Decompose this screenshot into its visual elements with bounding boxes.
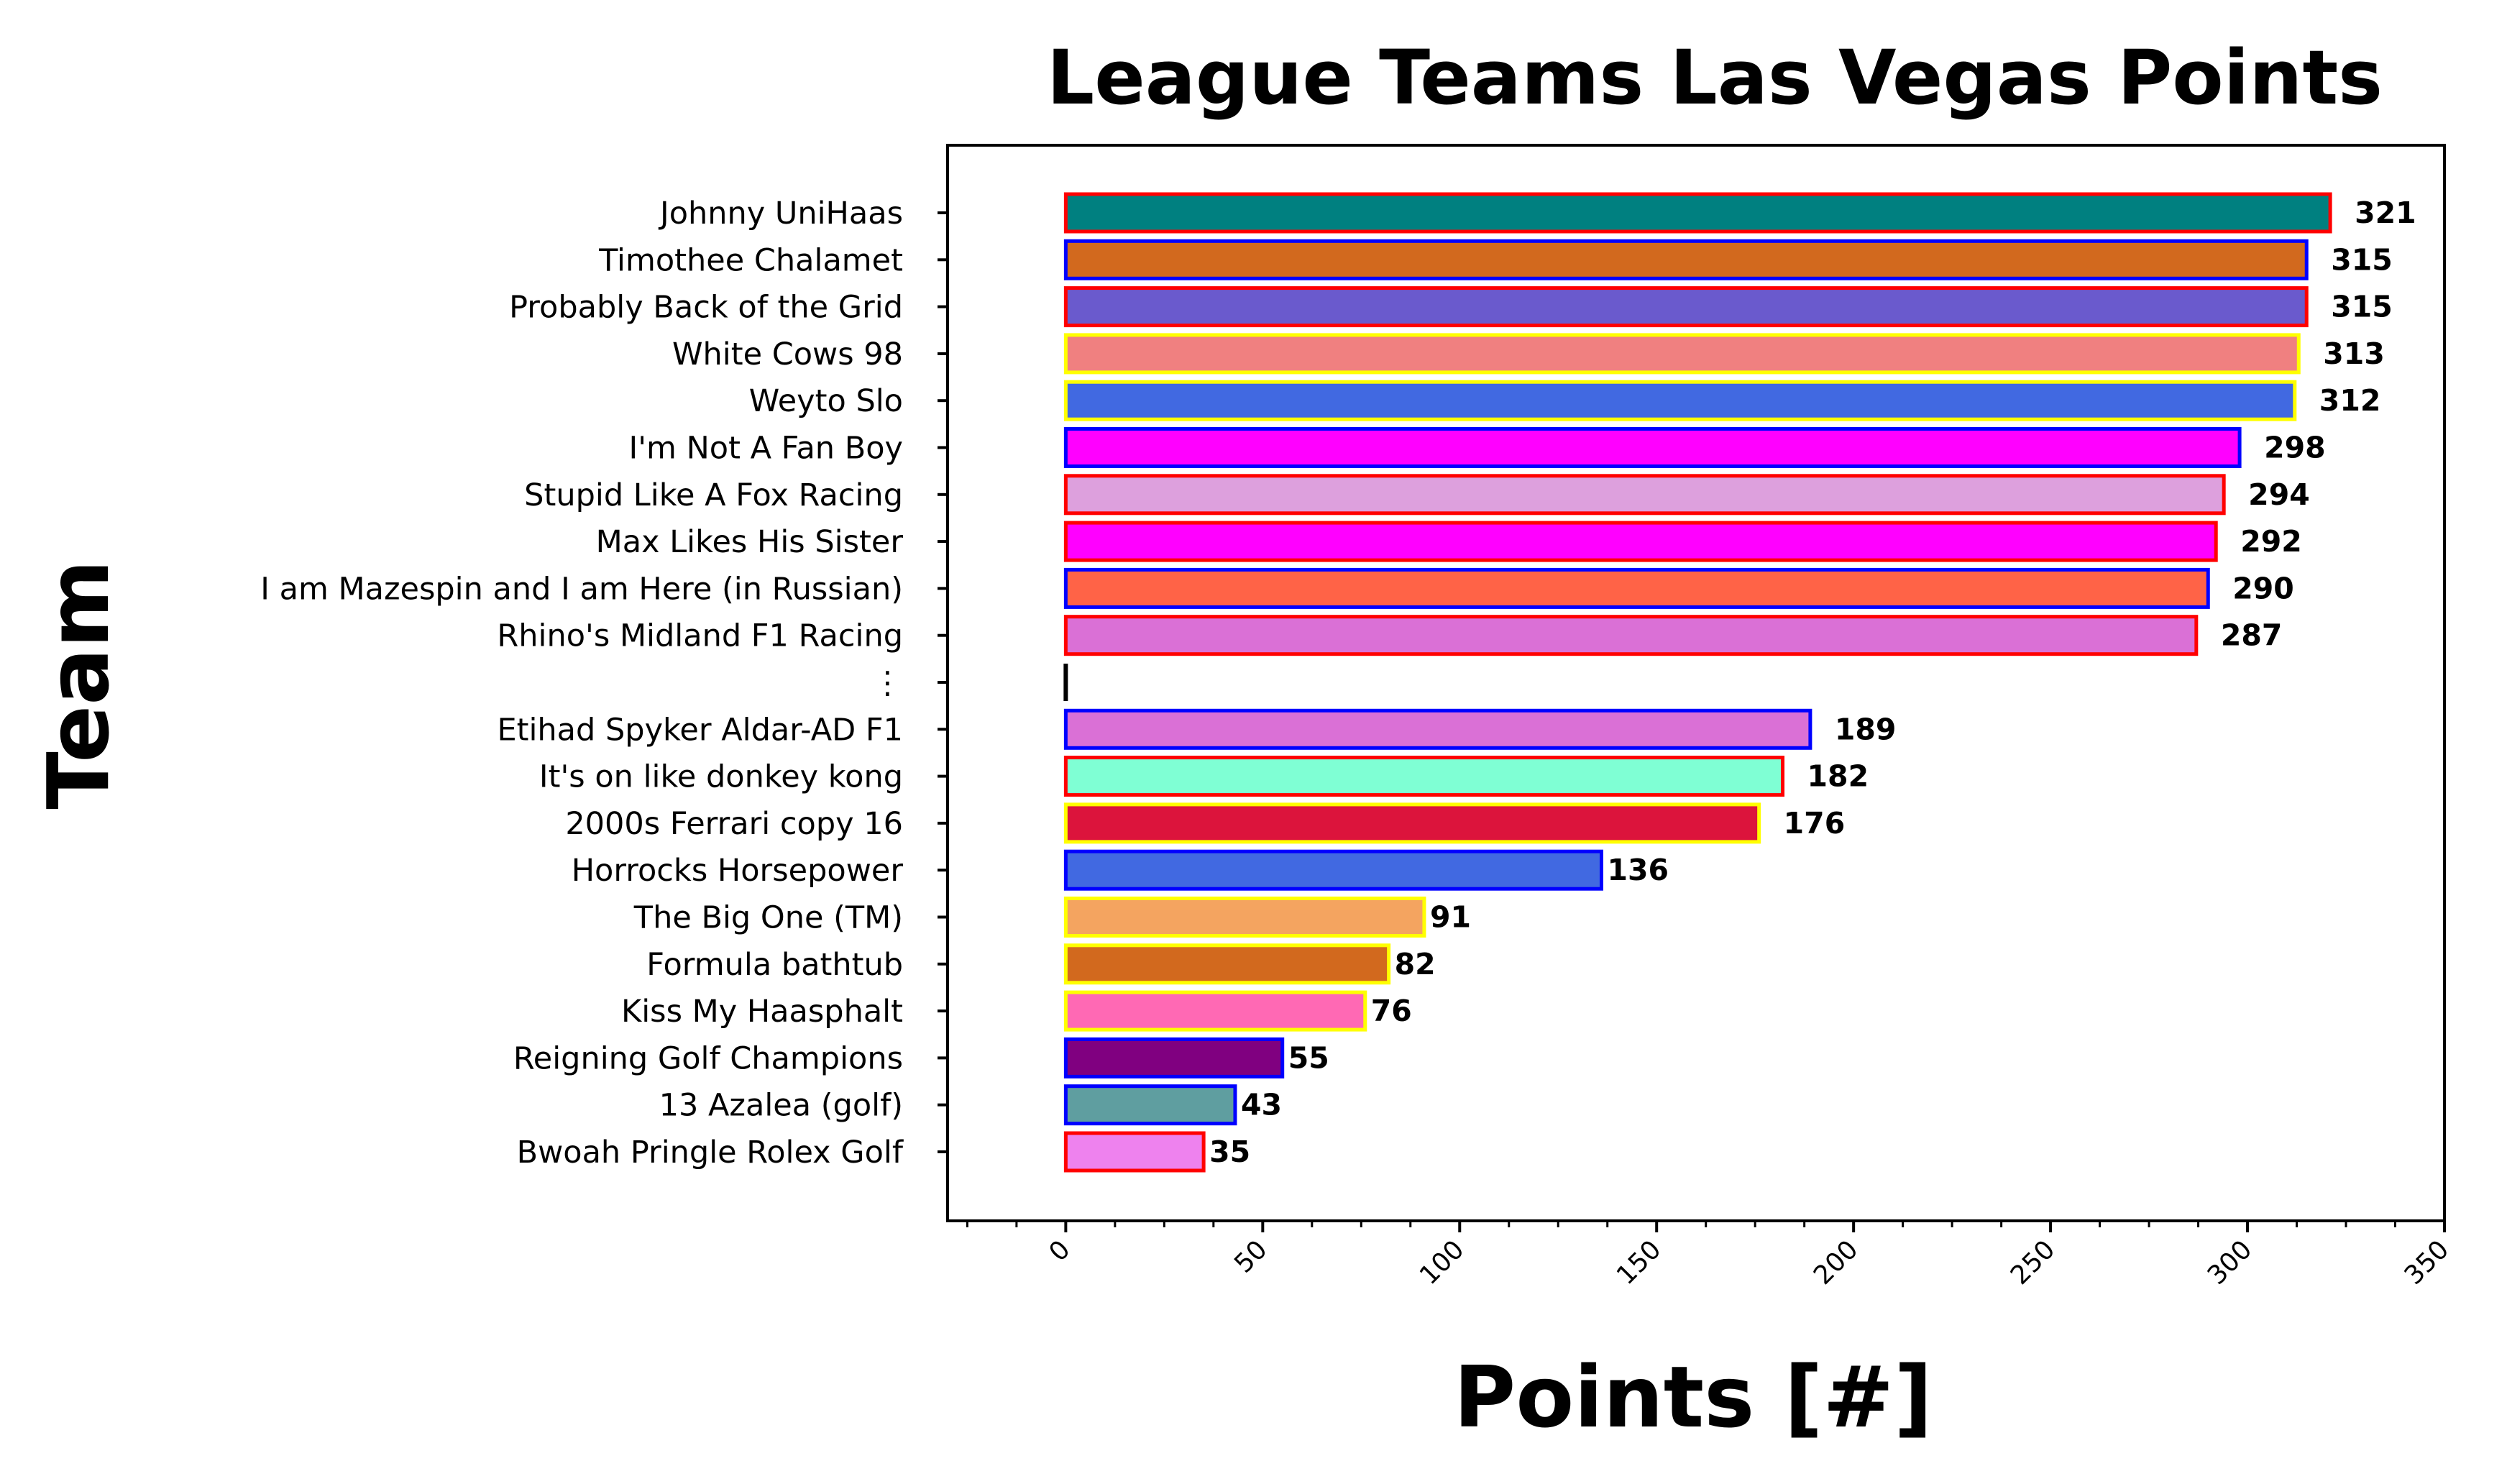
bar-value-label: 287	[2221, 618, 2283, 653]
x-tick-label: 300	[2202, 1235, 2258, 1291]
x-tick-label: 0	[1044, 1235, 1076, 1267]
y-tick-label: Timothee Chalamet	[598, 242, 903, 278]
bar-value-label: 55	[1288, 1040, 1329, 1075]
bar	[1063, 1131, 1206, 1173]
y-tick-label: Kiss My Haasphalt	[621, 994, 903, 1030]
bar	[1063, 1084, 1237, 1126]
bar-value-label: 176	[1784, 806, 1846, 841]
bar	[1063, 802, 1761, 844]
y-tick-label: 2000s Ferrari copy 16	[565, 806, 903, 842]
y-tick-label: Weyto Slo	[749, 383, 903, 419]
bar	[1063, 943, 1391, 985]
bar	[1063, 427, 2242, 468]
y-tick-label: White Cows 98	[672, 336, 903, 372]
bar	[1063, 1037, 1285, 1078]
bar-value-label: 76	[1371, 994, 1412, 1028]
bar-value-label: 312	[2319, 383, 2381, 418]
bar-value-label: 189	[1835, 712, 1897, 746]
bars-group: 321 315 315 313 312 298 294 292 290 287 189 182 176 1…	[1063, 192, 2416, 1173]
bar	[1063, 286, 2309, 328]
bar-value-label: 292	[2240, 524, 2302, 559]
bar-value-label: 315	[2331, 242, 2393, 277]
bar-value-label: 35	[1209, 1135, 1250, 1169]
y-ticks-group: Johnny UniHaas Timothee Chalamet Probably …	[260, 196, 948, 1171]
x-ticks-group: 0 50 100 150 200 250 300 350	[966, 1221, 2455, 1291]
y-tick-label: Horrocks Horsepower	[572, 853, 904, 889]
y-tick-label: Bwoah Pringle Rolex Golf	[517, 1135, 904, 1171]
bar	[1063, 521, 2218, 562]
x-tick-label: 50	[1229, 1235, 1273, 1278]
bar-value-label: 43	[1241, 1088, 1282, 1122]
x-tick-label: 150	[1611, 1235, 1667, 1291]
bar-value-label: 290	[2232, 571, 2294, 605]
y-tick-label: Johnny UniHaas	[658, 196, 903, 232]
y-tick-label: 13 Azalea (golf)	[659, 1088, 903, 1124]
bar	[1063, 474, 2226, 516]
y-tick-label: Max Likes His Sister	[596, 524, 904, 560]
bar-value-label: 315	[2331, 290, 2393, 324]
y-tick-label: Stupid Like A Fox Racing	[524, 477, 903, 513]
y-tick-label: The Big One (TM)	[633, 900, 903, 936]
bar	[1063, 380, 2297, 421]
y-tick-label: I am Mazespin and I am Here (in Russian)	[260, 571, 903, 607]
bar-value-label: 82	[1395, 947, 1436, 981]
bar	[1063, 708, 1812, 750]
bar	[1063, 990, 1367, 1032]
bar-value-label: 182	[1807, 759, 1869, 794]
bar	[1063, 567, 2210, 609]
bar	[1063, 192, 2332, 234]
x-tick-label: 250	[2005, 1235, 2061, 1291]
bar	[1063, 239, 2309, 280]
x-tick-label: 350	[2399, 1235, 2455, 1291]
x-tick-label: 200	[1808, 1235, 1864, 1291]
bar-value-label: 136	[1608, 853, 1669, 887]
bar-value-label: 321	[2355, 196, 2416, 230]
y-tick-label: Etihad Spyker Aldar-AD F1	[497, 712, 903, 748]
bar-value-label: 313	[2323, 336, 2385, 371]
bar	[1063, 849, 1604, 891]
bar-value-label: 294	[2248, 477, 2310, 512]
y-tick-label: I'm Not A Fan Boy	[629, 431, 903, 467]
bar	[1063, 897, 1426, 938]
chart-title: League Teams Las Vegas Points	[1047, 34, 2383, 122]
bar	[1063, 333, 2301, 375]
y-tick-label: Formula bathtub	[646, 947, 903, 983]
y-axis-label: Team	[29, 559, 128, 809]
x-tick-label: 100	[1414, 1235, 1470, 1291]
y-tick-label: It's on like donkey kong	[539, 759, 903, 795]
bar	[1063, 615, 2199, 656]
y-tick-label: ⋮	[872, 665, 903, 701]
bar-value-label: 298	[2264, 431, 2326, 465]
y-tick-label: Probably Back of the Grid	[509, 290, 903, 326]
y-tick-label: Reigning Golf Champions	[513, 1040, 903, 1076]
bar-value-label: 91	[1430, 900, 1471, 935]
bar	[1063, 756, 1785, 797]
y-tick-label: Rhino's Midland F1 Racing	[497, 618, 903, 654]
x-axis-label: Points [#]	[1454, 1347, 1933, 1447]
